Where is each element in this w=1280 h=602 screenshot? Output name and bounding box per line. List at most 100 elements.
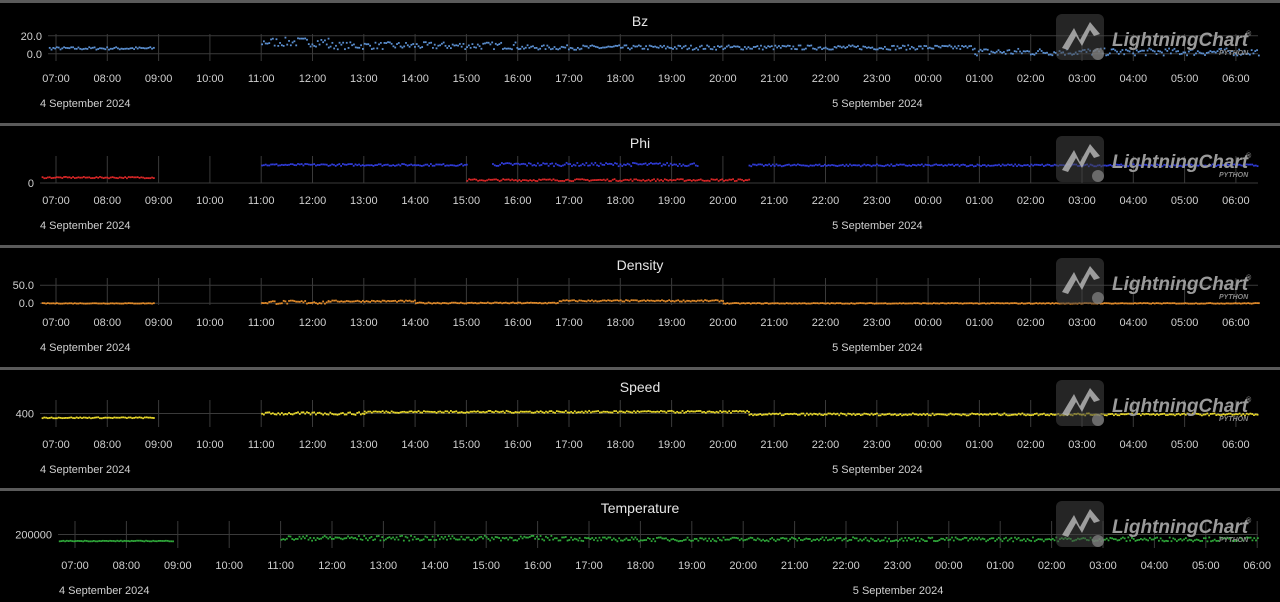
data-point [433, 410, 436, 413]
data-point [532, 411, 535, 414]
data-point [1127, 536, 1130, 539]
data-point [576, 162, 579, 164]
date-label-day2: 5 September 2024 [832, 98, 923, 110]
data-point [1227, 50, 1230, 52]
data-point [304, 37, 307, 40]
data-point [795, 164, 798, 167]
data-point [716, 299, 719, 302]
data-point [453, 410, 456, 413]
data-point [677, 540, 680, 543]
data-point [782, 164, 785, 167]
data-point [446, 410, 449, 413]
data-point [1034, 413, 1036, 415]
data-point [1149, 537, 1151, 539]
data-point [426, 410, 429, 413]
data-point [972, 412, 975, 415]
data-point [82, 48, 85, 50]
data-point [473, 410, 476, 413]
data-point [1247, 163, 1250, 166]
data-point [531, 164, 534, 167]
data-point [536, 535, 538, 538]
data-point [102, 177, 105, 179]
data-point [1014, 413, 1017, 416]
data-point [1224, 537, 1227, 540]
data-point [670, 47, 673, 49]
data-point [997, 302, 1000, 305]
data-point [919, 45, 922, 48]
data-point [103, 540, 106, 542]
data-point [455, 410, 458, 413]
data-point [385, 163, 387, 166]
data-point [419, 164, 422, 167]
data-point [690, 540, 693, 542]
data-point [619, 299, 622, 302]
data-point [70, 177, 73, 179]
data-point [465, 536, 468, 539]
svg-text:LightningChart: LightningChart [1112, 517, 1249, 538]
data-point [87, 540, 90, 543]
data-point [807, 414, 810, 416]
data-point [739, 178, 742, 181]
data-point [697, 410, 700, 412]
data-point [499, 301, 502, 304]
data-point [779, 164, 781, 167]
data-point [666, 162, 669, 164]
data-point [817, 539, 820, 542]
data-point [145, 416, 148, 419]
x-tick-label: 14:00 [401, 73, 429, 85]
data-point [422, 538, 425, 541]
data-point [126, 177, 128, 180]
data-point [494, 410, 497, 413]
data-point [126, 417, 128, 419]
data-point [97, 48, 100, 50]
data-point [776, 302, 779, 305]
data-point [898, 538, 901, 541]
data-point [857, 539, 860, 542]
data-point [381, 410, 384, 413]
data-point [1048, 414, 1051, 417]
data-point [661, 299, 663, 302]
data-point [883, 45, 886, 48]
data-point [307, 412, 310, 414]
data-point [920, 163, 923, 166]
data-point [627, 179, 630, 182]
data-point [1196, 50, 1199, 53]
data-point [611, 539, 613, 541]
data-point [401, 163, 404, 165]
data-point [1233, 413, 1236, 416]
data-point [295, 164, 298, 167]
data-point [63, 176, 65, 178]
data-point [719, 178, 722, 181]
data-point [952, 47, 955, 50]
x-tick-label: 07:00 [42, 195, 70, 207]
data-point [680, 178, 682, 181]
data-point [828, 538, 831, 541]
data-point [1227, 412, 1230, 415]
data-point [423, 410, 425, 413]
data-point [280, 538, 283, 541]
data-point [785, 537, 788, 540]
data-point [1245, 412, 1248, 415]
data-point [535, 164, 537, 167]
data-point [936, 540, 939, 542]
x-tick-label: 17:00 [555, 73, 583, 85]
data-point [677, 299, 680, 302]
data-point [1171, 49, 1174, 52]
data-point [500, 41, 503, 44]
data-point [583, 164, 586, 167]
data-point [307, 163, 310, 166]
svg-text:®: ® [1246, 274, 1252, 282]
data-point [419, 539, 421, 542]
data-point [295, 300, 298, 303]
data-point [106, 416, 109, 419]
data-point [659, 536, 662, 539]
data-point [45, 416, 48, 419]
data-point [567, 299, 570, 302]
data-point [370, 48, 373, 50]
data-point [912, 46, 915, 49]
data-point [89, 540, 92, 543]
data-point [611, 411, 614, 414]
data-point [511, 178, 514, 181]
data-point [636, 410, 639, 413]
data-point [412, 164, 414, 167]
